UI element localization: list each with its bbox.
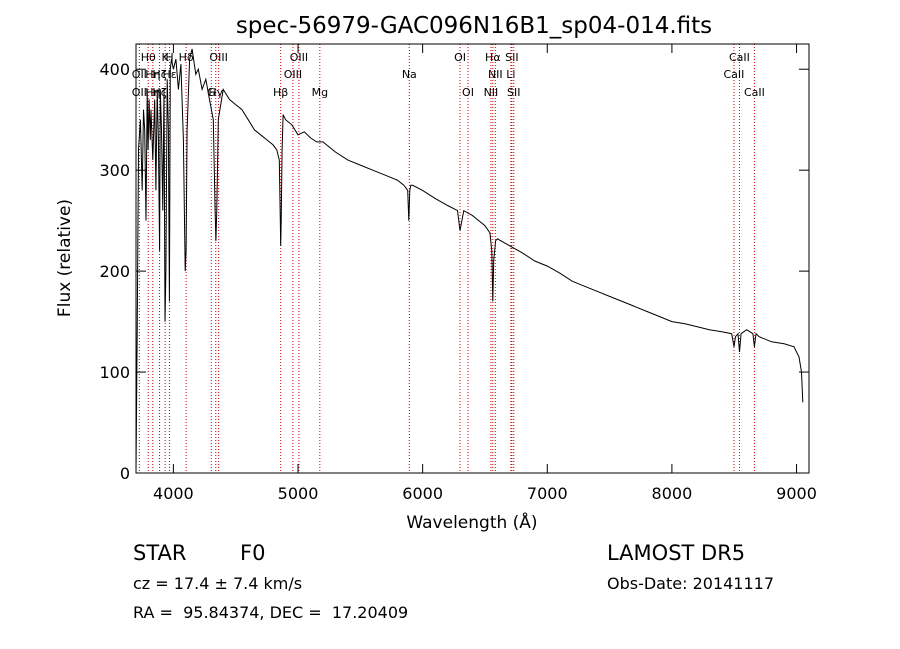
object-subclass: F0 — [240, 541, 266, 565]
line-marker-label: CaII — [744, 86, 765, 99]
y-axis: 0 100 200 300 400 — [99, 60, 809, 483]
line-marker-label: Hθ — [141, 51, 156, 64]
line-marker-label: OI — [462, 86, 474, 99]
line-marker-label: Hη — [145, 68, 160, 81]
y-axis-label: Flux (relative) — [55, 199, 75, 317]
line-marker-label: CaII — [729, 51, 750, 64]
x-tick-label: 7000 — [527, 484, 568, 503]
y-tick-label: 200 — [99, 262, 130, 281]
object-class: STAR — [133, 541, 187, 565]
line-marker-label: Hα — [485, 51, 501, 64]
x-tick-label: 5000 — [278, 484, 319, 503]
y-tick-label: 0 — [120, 464, 130, 483]
line-marker-label: Hε — [163, 68, 177, 81]
line-marker-label: Hδ — [179, 51, 194, 64]
line-marker-label: Na — [402, 68, 417, 81]
line-marker-label: NII — [488, 68, 503, 81]
line-marker-label: Mg — [312, 86, 328, 99]
line-marker-label: OI — [454, 51, 466, 64]
sky-coordinates: RA = 95.84374, DEC = 17.20409 — [133, 603, 409, 622]
redshift-velocity: cz = 17.4 ± 7.4 km/s — [133, 574, 303, 593]
line-marker-label: H — [165, 51, 173, 64]
y-tick-label: 300 — [99, 161, 130, 180]
line-marker-label: Hγ — [208, 86, 223, 99]
survey-name: LAMOST DR5 — [607, 541, 746, 565]
x-tick-label: 6000 — [402, 484, 443, 503]
y-tick-label: 100 — [99, 363, 130, 382]
spectrum-series — [135, 48, 804, 474]
line-marker-label: Hζ — [152, 86, 166, 99]
line-marker-label: OIII — [290, 51, 308, 64]
line-marker-label: K — [162, 51, 170, 64]
x-tick-label: 4000 — [153, 484, 194, 503]
y-tick-label: 400 — [99, 60, 130, 79]
line-marker-label: SII — [507, 86, 520, 99]
line-marker-label: SII — [505, 51, 518, 64]
plot-frame — [135, 43, 810, 474]
chart-title: spec-56979-GAC096N16B1_sp04-014.fits — [236, 13, 712, 39]
x-tick-label: 9000 — [776, 484, 817, 503]
line-marker-label: G — [207, 86, 216, 99]
x-tick-label: 8000 — [652, 484, 693, 503]
line-marker-label: Li — [506, 68, 515, 81]
line-marker-label: NII — [484, 86, 499, 99]
x-axis: 4000 5000 6000 7000 8000 9000 — [153, 44, 817, 503]
x-axis-label: Wavelength (Å) — [406, 511, 537, 533]
observation-date: Obs-Date: 20141117 — [607, 574, 775, 593]
line-marker-label: Hβ — [273, 86, 288, 99]
line-marker-label: OIII — [209, 51, 227, 64]
line-marker-label: CaII — [724, 68, 745, 81]
line-marker-label: OIII — [284, 68, 302, 81]
line-marker-label: Hζ — [152, 68, 166, 81]
